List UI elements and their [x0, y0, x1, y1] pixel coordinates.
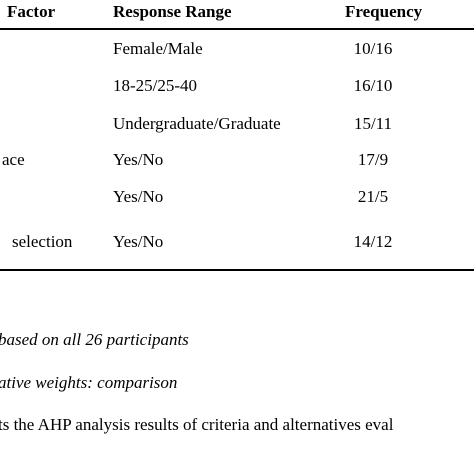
cell: 10/16	[353, 39, 393, 58]
cell: Yes/No	[113, 150, 164, 169]
paragraph: ts the AHP analysis results of criteria …	[0, 415, 394, 434]
cell: 18-25/25-40	[113, 76, 198, 95]
bottom-rule	[0, 269, 474, 271]
cell: Yes/No	[113, 187, 164, 206]
note: based on all 26 participants	[0, 330, 189, 349]
cell: 16/10	[353, 76, 393, 95]
header-rule	[0, 28, 474, 30]
cell: selection	[12, 232, 73, 251]
column-header: Factor	[7, 2, 56, 21]
cell: 21/5	[357, 187, 389, 206]
cell: Undergraduate/Graduate	[113, 114, 281, 133]
column-header: Frequency	[345, 2, 423, 21]
cell: 14/12	[353, 232, 393, 251]
note: ative weights: comparison	[0, 373, 178, 392]
column-header: Response Range	[113, 2, 232, 21]
cell: Female/Male	[113, 39, 203, 58]
cell: 15/11	[353, 114, 393, 133]
cell: 17/9	[357, 150, 389, 169]
cell: Yes/No	[113, 232, 164, 251]
cell: ace	[2, 150, 25, 169]
